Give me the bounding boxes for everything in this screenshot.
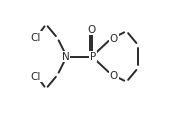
Text: O: O: [88, 25, 96, 35]
Text: N: N: [62, 52, 69, 62]
Text: P: P: [90, 52, 96, 62]
Text: O: O: [110, 70, 118, 80]
Text: O: O: [110, 34, 118, 44]
Text: Cl: Cl: [31, 71, 41, 81]
Text: Cl: Cl: [31, 33, 41, 43]
